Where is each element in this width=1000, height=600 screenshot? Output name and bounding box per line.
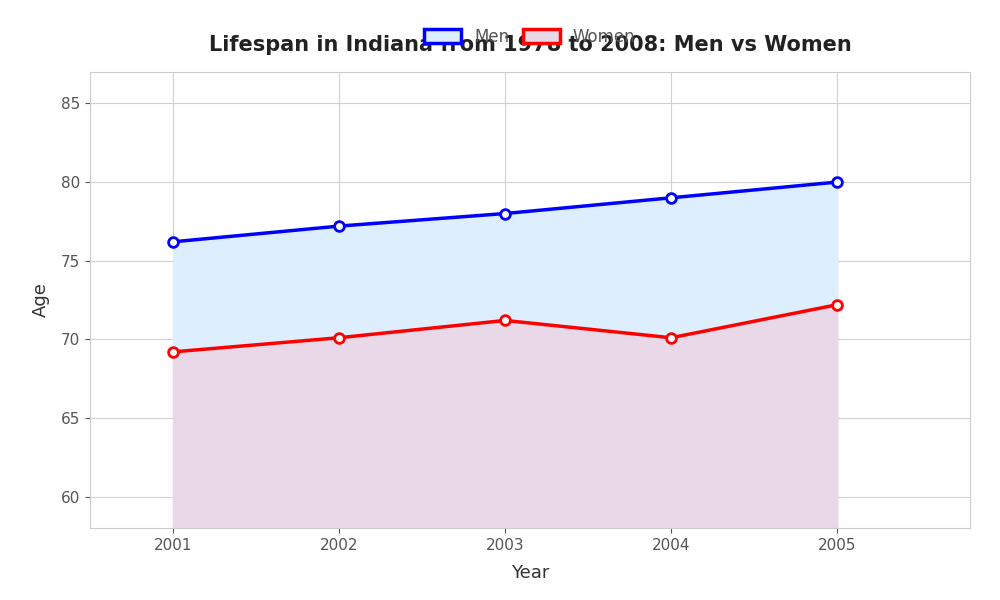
X-axis label: Year: Year bbox=[511, 564, 549, 582]
Legend: Men, Women: Men, Women bbox=[418, 21, 642, 52]
Y-axis label: Age: Age bbox=[32, 283, 50, 317]
Title: Lifespan in Indiana from 1978 to 2008: Men vs Women: Lifespan in Indiana from 1978 to 2008: M… bbox=[209, 35, 851, 55]
